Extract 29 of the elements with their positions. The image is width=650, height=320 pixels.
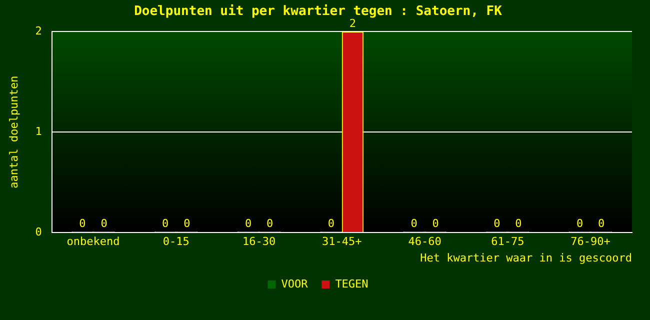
chart-title: Doelpunten uit per kwartier tegen : Satoern, FK: [134, 4, 502, 20]
legend-label: TEGEN: [335, 277, 368, 290]
data-label: 0: [598, 216, 605, 230]
data-label: 0: [244, 216, 252, 230]
y-tick-label: 1: [35, 124, 42, 138]
data-label: 0: [494, 216, 500, 230]
x-tick-label: 46-60: [408, 235, 442, 248]
data-label: 0: [515, 216, 522, 230]
x-tick-label: onbekend: [66, 235, 120, 248]
data-label: 0: [79, 216, 86, 230]
x-tick-label: 0-15: [162, 235, 190, 248]
y-axis-title: aantal doelpunten: [7, 76, 20, 188]
data-label: 0: [162, 216, 169, 230]
data-label: 0: [432, 216, 439, 230]
data-label: 0: [328, 216, 334, 230]
x-axis-title: Het kwartier waar in is gescoord: [420, 251, 632, 264]
legend-label: VOOR: [281, 277, 308, 290]
data-label: 0: [410, 216, 418, 230]
data-label: 0: [266, 216, 274, 230]
x-tick-label: 61-75: [491, 235, 524, 248]
data-label: 0: [100, 216, 108, 230]
x-tick-label: 76-90+: [570, 235, 611, 248]
y-tick-label: 2: [35, 24, 42, 38]
data-label: 0: [576, 216, 584, 230]
x-tick-label: 16-30: [242, 235, 276, 248]
y-tick-label: 0: [35, 225, 42, 238]
data-label: 2: [349, 16, 356, 30]
data-label: 0: [184, 216, 190, 230]
x-tick-label: 31-45+: [322, 235, 362, 248]
